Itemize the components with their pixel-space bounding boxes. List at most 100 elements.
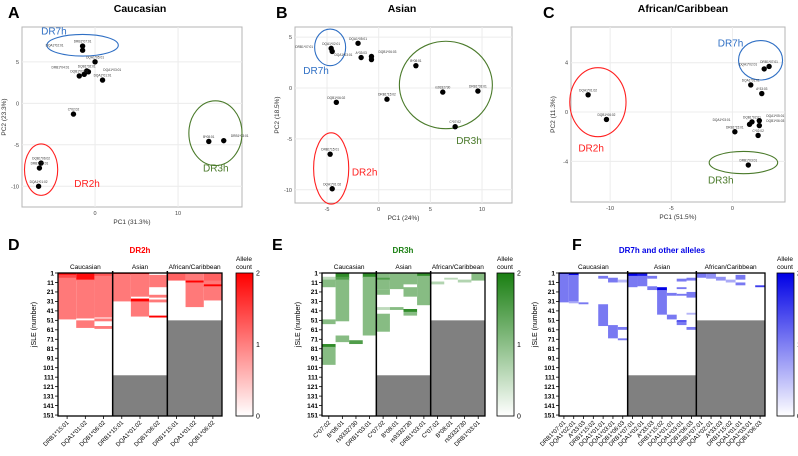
- data-point: [92, 59, 98, 65]
- point-label: DRB1*07:01: [295, 45, 313, 49]
- cluster-label-dr3h: DR3h: [708, 176, 734, 187]
- point-label: DQB1*06:03: [766, 119, 784, 123]
- heatmap-cell: [349, 340, 363, 345]
- x-axis-label: PC1 (31.3%): [113, 219, 150, 226]
- heatmap-panel-f: F DR7h and other allelesCaucasianDRB1*07:…: [532, 237, 798, 448]
- y-tick-label: 21: [47, 289, 55, 296]
- y-tick-label: 131: [307, 393, 318, 400]
- heatmap-cell: [376, 313, 390, 332]
- point-label: DQA1*01:02: [30, 180, 48, 184]
- point-label: DQA1*03:01: [713, 118, 731, 122]
- heatmap-cell: [568, 274, 579, 302]
- heatmap-cell: [686, 291, 697, 298]
- heatmap-cell: [335, 273, 350, 278]
- y-tick-label: 71: [548, 337, 556, 344]
- cluster-label-dr3h: DR3h: [203, 163, 229, 174]
- heatmap-cell: [362, 273, 377, 278]
- data-point: [475, 88, 481, 94]
- heatmap-panel-e: E DR3hCaucasianC*07:02B*08:01rs9332730DRB…: [272, 237, 521, 448]
- heatmap-cell: [735, 274, 746, 280]
- cluster-ellipse-dr3h: [708, 150, 779, 175]
- scatter-panel-a: A Caucasian 0 10 -10 -5 0 5 PC1 (31.3%) PC2 (23.3…: [1, 3, 249, 226]
- y-tick-label: 71: [311, 337, 319, 344]
- heatmap-cell: [322, 276, 336, 281]
- cluster-ellipse-dr7h: [46, 33, 119, 57]
- heatmap-cell: [130, 273, 150, 297]
- y-tick-label: 141: [544, 403, 555, 410]
- point-label: DQA1*05:01: [349, 37, 367, 41]
- heatmap-cell: [617, 338, 628, 341]
- heatmap-cell: [149, 274, 168, 288]
- legend-title: Allele: [497, 256, 513, 263]
- point-label: DQA1*01:02: [323, 182, 341, 186]
- heatmap-cell: [637, 273, 648, 277]
- heatmap-cell: [608, 277, 618, 283]
- cluster-label-dr7h: DR7h: [303, 66, 329, 77]
- y-tick-label: 121: [43, 384, 54, 391]
- heatmap-cell: [58, 274, 77, 279]
- heatmap-cell: [627, 275, 638, 288]
- y-axis-label: PC2 (23.3%): [1, 98, 8, 135]
- y-tick-label: -5: [287, 137, 292, 143]
- missing-data-region: [627, 375, 697, 416]
- data-point: [76, 73, 82, 79]
- point-label: C*02:02: [68, 108, 80, 112]
- scatter-panel-b: B Asian -5 0 5 10 -10 -5 0 5 PC1 (24%) PC2 (18.5%) D…: [274, 3, 513, 222]
- heatmap-cell: [130, 301, 150, 317]
- data-point: [99, 77, 106, 83]
- y-tick-label: 41: [47, 308, 55, 315]
- y-tick-label: -5: [14, 143, 19, 149]
- data-point: [329, 48, 335, 55]
- heatmap-cell: [203, 284, 222, 288]
- heatmap-cell: [58, 273, 77, 275]
- x-tick-label: 0: [377, 207, 380, 213]
- y-tick-label: 111: [308, 374, 319, 381]
- data-point: [327, 151, 333, 157]
- y-tick-label: 5: [289, 35, 292, 41]
- heatmap-cell: [389, 307, 404, 310]
- data-point: [79, 43, 86, 49]
- y-tick-label: 0: [565, 110, 568, 116]
- heatmap-cell: [203, 273, 222, 282]
- heatmap-cell: [666, 314, 677, 320]
- heatmap-cell: [376, 289, 390, 295]
- heatmap-cell: [94, 326, 113, 329]
- heatmap-cell: [322, 279, 336, 288]
- data-point: [745, 162, 752, 168]
- group-header: Asian: [654, 264, 671, 271]
- heatmap-cell: [686, 277, 697, 281]
- data-point: [756, 117, 763, 124]
- heatmap-cell: [657, 287, 667, 291]
- y-tick-label: -10: [284, 188, 292, 194]
- heatmap-cell: [706, 273, 716, 279]
- heatmap-cell: [617, 279, 628, 283]
- data-point: [746, 121, 753, 128]
- legend-title: count: [497, 264, 513, 271]
- panel-title: Asian: [388, 3, 417, 15]
- y-tick-label: 51: [47, 318, 55, 325]
- panel-title: Caucasian: [114, 3, 167, 15]
- heatmap-cell: [417, 273, 431, 277]
- cluster-ellipse-dr7h: [314, 28, 347, 67]
- point-label: DRB1*07:01: [760, 60, 778, 64]
- data-point: [585, 92, 591, 98]
- heatmap-cell: [185, 273, 204, 282]
- heatmap-cell: [76, 320, 95, 328]
- y-tick-label: 61: [548, 327, 556, 334]
- point-label: B*08:01: [410, 59, 422, 63]
- y-axis-label: jSLE (number): [31, 302, 38, 348]
- heatmap-cell: [457, 279, 472, 283]
- y-tick-label: 11: [548, 280, 555, 287]
- y-tick-label: 101: [544, 365, 555, 372]
- x-tick-label: 10: [175, 211, 181, 217]
- y-tick-label: 141: [43, 403, 54, 410]
- point-label: rs9332730: [435, 86, 450, 90]
- missing-data-region: [112, 375, 168, 416]
- point-label: DQA1*03:01: [103, 68, 121, 72]
- data-point: [358, 54, 364, 61]
- point-label: DRB1*04:01: [52, 65, 70, 69]
- scatter-panel-c: C African/Caribbean -10 -5 0 -4 0 4 PC1 (51.5%) P…: [543, 3, 786, 221]
- heatmap-border: [321, 272, 486, 417]
- heatmap-cell: [578, 302, 589, 305]
- legend-title: Allele: [236, 256, 252, 263]
